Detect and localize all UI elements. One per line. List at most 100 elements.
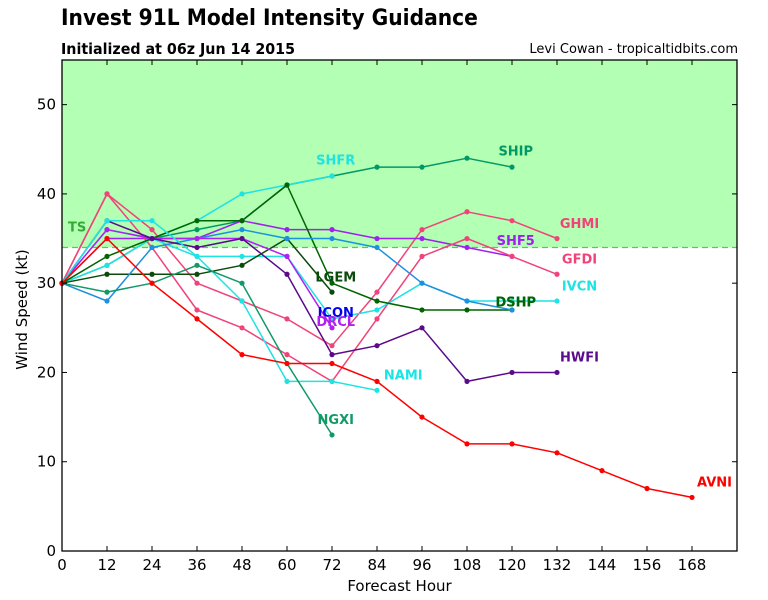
data-point bbox=[554, 369, 560, 376]
data-point bbox=[329, 289, 335, 295]
data-point bbox=[464, 155, 470, 161]
data-point bbox=[329, 235, 335, 242]
data-point bbox=[329, 378, 335, 384]
data-point bbox=[239, 218, 245, 224]
data-point bbox=[284, 235, 290, 242]
data-point bbox=[329, 325, 335, 331]
data-point bbox=[239, 262, 245, 268]
x-tick-label: 12 bbox=[97, 556, 116, 574]
data-point bbox=[329, 360, 335, 367]
plot-frame bbox=[61, 59, 738, 552]
series-label-nami: NAMI bbox=[384, 369, 423, 384]
data-point bbox=[419, 280, 425, 286]
data-point bbox=[509, 164, 515, 170]
data-point bbox=[329, 173, 335, 179]
data-point bbox=[329, 432, 335, 438]
data-point bbox=[464, 209, 470, 215]
data-point bbox=[284, 182, 290, 188]
series-label-lgem: LGEM bbox=[315, 270, 356, 285]
data-point bbox=[554, 450, 560, 456]
data-point bbox=[509, 441, 515, 447]
data-point bbox=[329, 343, 335, 349]
data-point bbox=[554, 235, 560, 242]
data-point bbox=[284, 378, 290, 384]
x-tick-label: 84 bbox=[367, 556, 386, 574]
series-label-avni: AVNI bbox=[697, 476, 732, 491]
data-point bbox=[284, 316, 290, 322]
y-tick-label: 10 bbox=[37, 453, 56, 471]
data-point bbox=[419, 325, 425, 331]
data-point bbox=[284, 271, 290, 277]
data-point bbox=[194, 271, 200, 277]
series-layer bbox=[59, 155, 695, 501]
data-point bbox=[419, 253, 425, 259]
series-line-hwfi bbox=[61, 219, 557, 383]
tropical-storm-band bbox=[62, 60, 737, 248]
series-label-icon: ICON bbox=[318, 306, 354, 321]
data-point bbox=[149, 235, 155, 242]
data-point bbox=[104, 191, 110, 197]
data-point bbox=[239, 352, 245, 358]
series-label-hwfi: HWFI bbox=[560, 351, 599, 366]
data-point bbox=[644, 485, 650, 492]
series-label-gfdi: GFDI bbox=[562, 253, 597, 268]
series-label-shfr: SHFR bbox=[316, 153, 355, 168]
data-point bbox=[329, 280, 335, 286]
y-tick-label: 30 bbox=[37, 274, 56, 292]
data-point bbox=[239, 325, 245, 331]
data-point bbox=[374, 235, 380, 242]
data-point bbox=[194, 227, 200, 233]
data-point bbox=[104, 218, 110, 224]
series-label-ngxi: NGXI bbox=[318, 413, 354, 428]
data-point bbox=[194, 262, 200, 268]
data-point bbox=[104, 271, 110, 277]
x-tick-label: 132 bbox=[543, 556, 572, 574]
data-point bbox=[239, 280, 245, 286]
chart-credit: Levi Cowan - tropicaltidbits.com bbox=[529, 42, 738, 57]
data-point bbox=[464, 244, 470, 251]
data-point bbox=[464, 441, 470, 447]
series-label-ghmi: GHMI bbox=[560, 217, 599, 232]
data-point bbox=[104, 298, 110, 304]
data-point bbox=[329, 352, 335, 358]
y-tick-label: 0 bbox=[46, 542, 56, 560]
series-line-gfdi bbox=[61, 193, 558, 383]
x-tick-label: 60 bbox=[277, 556, 296, 574]
data-point bbox=[509, 369, 515, 376]
data-point bbox=[419, 235, 425, 242]
data-point bbox=[599, 468, 605, 474]
data-point bbox=[284, 352, 290, 358]
data-point bbox=[509, 218, 515, 224]
data-point bbox=[104, 289, 110, 295]
chart-title: Invest 91L Model Intensity Guidance bbox=[61, 6, 478, 31]
data-point bbox=[374, 298, 380, 304]
data-point bbox=[374, 289, 380, 295]
data-point bbox=[374, 244, 380, 251]
data-point bbox=[284, 227, 290, 233]
data-point bbox=[284, 360, 290, 367]
data-point bbox=[239, 191, 245, 197]
y-tick-label: 40 bbox=[37, 185, 56, 203]
y-axis-label: Wind Speed (kt) bbox=[13, 249, 31, 370]
x-tick-label: 144 bbox=[588, 556, 617, 574]
series-label-dshp: DSHP bbox=[495, 295, 536, 310]
chart-subtitle: Initialized at 06z Jun 14 2015 bbox=[61, 40, 296, 58]
data-point bbox=[419, 414, 425, 420]
series-label-drcl: DRCL bbox=[316, 315, 355, 330]
series-nami bbox=[59, 218, 380, 393]
y-tick-label: 20 bbox=[37, 363, 56, 381]
data-point bbox=[239, 253, 245, 259]
data-point bbox=[689, 494, 695, 501]
data-point bbox=[374, 378, 380, 384]
data-point bbox=[374, 316, 380, 322]
data-point bbox=[284, 253, 290, 259]
series-label-ivcn: IVCN bbox=[562, 279, 597, 294]
x-tick-label: 120 bbox=[498, 556, 527, 574]
data-point bbox=[149, 280, 155, 286]
data-point bbox=[239, 235, 245, 242]
data-point bbox=[149, 271, 155, 277]
data-point bbox=[374, 164, 380, 170]
x-tick-label: 156 bbox=[633, 556, 662, 574]
